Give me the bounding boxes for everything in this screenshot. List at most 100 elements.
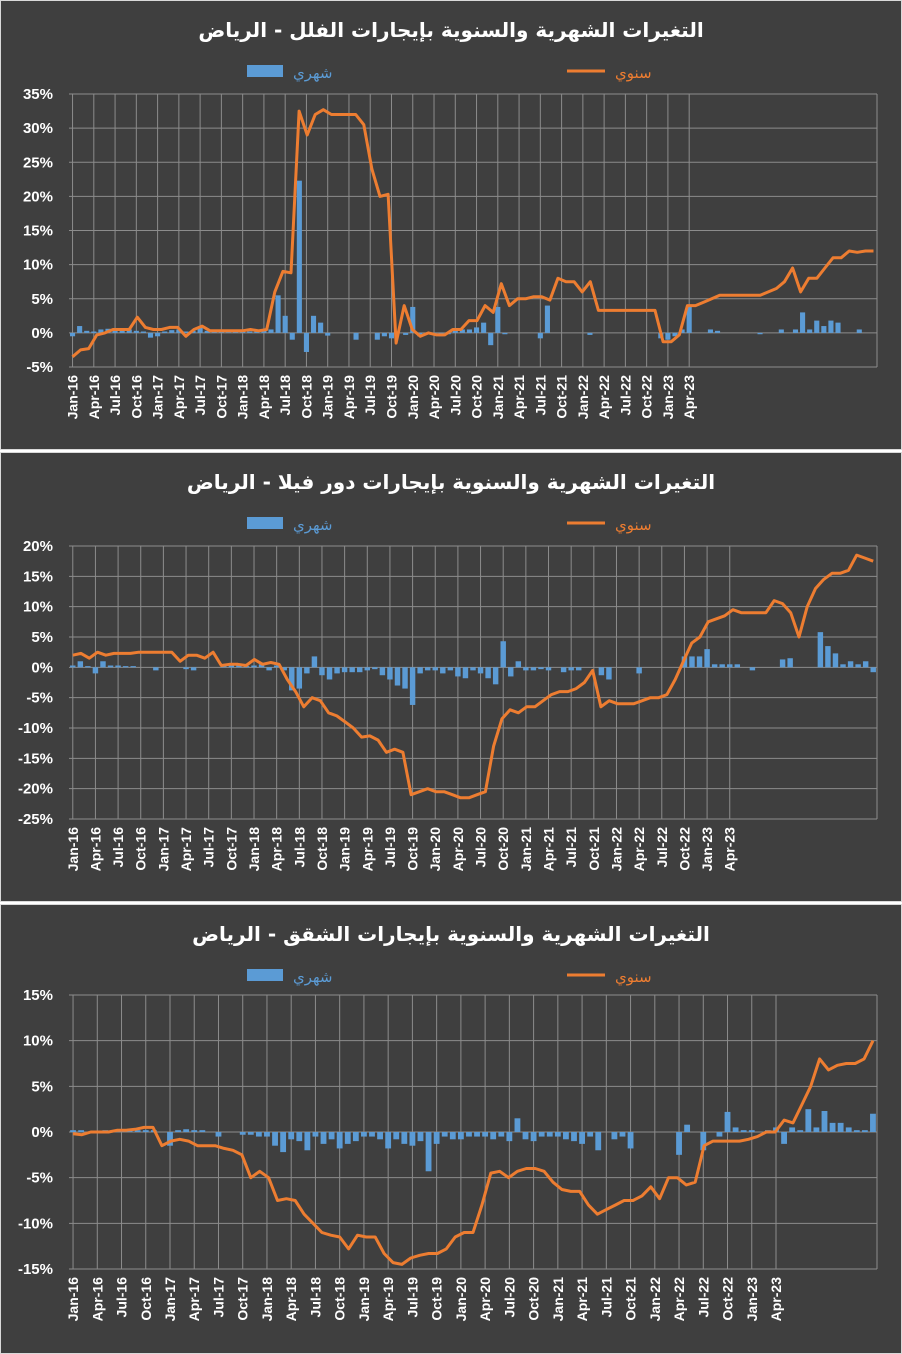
bar-monthly bbox=[797, 1130, 804, 1132]
x-tick-label: Jan-21 bbox=[550, 1277, 566, 1322]
bar-monthly bbox=[142, 1130, 149, 1132]
bar-monthly bbox=[255, 1132, 262, 1137]
bar-monthly bbox=[364, 667, 370, 671]
y-tick-label: 10% bbox=[23, 1033, 53, 1050]
bar-monthly bbox=[140, 331, 146, 333]
x-tick-label: Apr-20 bbox=[426, 375, 442, 420]
x-tick-label: Oct-21 bbox=[554, 375, 570, 419]
bar-monthly bbox=[387, 667, 393, 680]
x-tick-label: Jan-22 bbox=[647, 1277, 663, 1322]
x-tick-label: Jul-17 bbox=[192, 375, 208, 416]
bar-monthly bbox=[258, 664, 265, 668]
y-tick-label: -20% bbox=[18, 781, 53, 798]
bar-monthly bbox=[296, 180, 302, 333]
bar-monthly bbox=[821, 326, 827, 333]
x-tick-label: Jul-21 bbox=[563, 827, 579, 868]
bar-monthly bbox=[369, 1132, 375, 1137]
bar-monthly bbox=[77, 661, 84, 668]
x-tick-label: Apr-19 bbox=[380, 1277, 396, 1322]
chart-panel-villas: التغيرات الشهرية والسنوية بإيجارات الفلل… bbox=[0, 0, 902, 450]
x-tick-label: Jan-17 bbox=[150, 375, 166, 420]
bar-monthly bbox=[825, 646, 831, 668]
bar-monthly bbox=[672, 332, 678, 337]
y-tick-label: 20% bbox=[23, 188, 53, 205]
bar-monthly bbox=[134, 1130, 141, 1132]
bar-monthly bbox=[587, 1132, 594, 1137]
bar-monthly bbox=[546, 1132, 553, 1137]
bar-monthly bbox=[719, 664, 725, 668]
bar-monthly bbox=[805, 1109, 812, 1132]
legend-label-monthly: شهري bbox=[293, 64, 333, 83]
bar-monthly bbox=[807, 329, 813, 333]
bar-monthly bbox=[296, 667, 303, 689]
legend-label-yearly: سنوي bbox=[615, 516, 652, 535]
bar-monthly bbox=[221, 666, 227, 668]
bar-monthly bbox=[361, 1132, 367, 1137]
bar-monthly bbox=[349, 667, 355, 673]
bar-monthly bbox=[587, 332, 593, 335]
x-tick-label: Jul-16 bbox=[110, 827, 126, 868]
bar-monthly bbox=[781, 1132, 787, 1144]
bar-monthly bbox=[686, 306, 692, 333]
x-tick-label: Jan-20 bbox=[405, 375, 421, 420]
x-tick-label: Apr-19 bbox=[359, 827, 375, 872]
chart-apartments: التغيرات الشهرية والسنوية بإيجارات الشقق… bbox=[18, 922, 878, 1322]
x-tick-label: Jul-16 bbox=[114, 1277, 130, 1318]
bar-monthly bbox=[272, 1132, 278, 1146]
bar-monthly bbox=[133, 330, 139, 333]
bar-monthly bbox=[320, 1132, 327, 1144]
x-tick-label: Jul-18 bbox=[307, 1277, 323, 1318]
bar-monthly bbox=[792, 329, 799, 333]
bar-monthly bbox=[409, 1132, 416, 1146]
bar-monthly bbox=[619, 1132, 626, 1137]
bar-monthly bbox=[447, 667, 454, 671]
bar-monthly bbox=[508, 667, 514, 677]
bar-monthly bbox=[441, 1132, 448, 1137]
bar-monthly bbox=[870, 1113, 876, 1132]
x-tick-label: Oct-21 bbox=[586, 827, 602, 871]
x-tick-label: Oct-20 bbox=[495, 827, 511, 871]
x-tick-label: Jul-20 bbox=[501, 1277, 517, 1318]
bar-monthly bbox=[251, 665, 257, 668]
bar-monthly bbox=[477, 667, 484, 674]
bar-monthly bbox=[813, 1127, 820, 1132]
bar-monthly bbox=[334, 667, 340, 674]
bar-monthly bbox=[734, 664, 741, 668]
x-tick-label: Jan-18 bbox=[235, 375, 251, 420]
x-tick-label: Oct-22 bbox=[676, 827, 692, 871]
y-tick-label: 5% bbox=[31, 629, 53, 646]
bar-monthly bbox=[92, 667, 99, 674]
y-tick-label: 35% bbox=[23, 86, 53, 103]
bar-monthly bbox=[488, 332, 494, 346]
bar-monthly bbox=[457, 1132, 464, 1140]
x-tick-label: Apr-17 bbox=[171, 375, 187, 420]
bar-monthly bbox=[459, 329, 465, 333]
y-tick-label: 15% bbox=[23, 568, 53, 585]
x-tick-label: Oct-18 bbox=[298, 375, 314, 419]
bar-monthly bbox=[696, 656, 703, 668]
bar-monthly bbox=[372, 667, 378, 670]
y-tick-label: 5% bbox=[31, 1078, 53, 1095]
x-tick-label: Jul-19 bbox=[404, 1277, 420, 1318]
y-tick-label: -25% bbox=[18, 811, 53, 828]
x-tick-label: Apr-18 bbox=[269, 827, 285, 872]
bar-monthly bbox=[560, 667, 567, 673]
bar-monthly bbox=[828, 320, 834, 333]
x-tick-label: Apr-23 bbox=[722, 827, 738, 872]
bar-monthly bbox=[502, 332, 508, 335]
y-tick-label: -5% bbox=[26, 359, 53, 376]
y-tick-label: 15% bbox=[23, 223, 53, 240]
bar-monthly bbox=[870, 667, 876, 673]
legend-label-yearly: سنوي bbox=[615, 64, 652, 83]
bar-monthly bbox=[176, 329, 182, 333]
x-tick-label: Apr-21 bbox=[574, 1277, 590, 1322]
bar-monthly bbox=[385, 1132, 392, 1149]
bar-monthly bbox=[554, 1132, 561, 1137]
x-tick-label: Apr-16 bbox=[87, 827, 103, 872]
bar-monthly bbox=[328, 1132, 335, 1140]
x-tick-label: Jul-17 bbox=[210, 1277, 226, 1318]
x-tick-label: Apr-22 bbox=[596, 375, 612, 420]
bar-monthly bbox=[282, 315, 288, 333]
bar-monthly bbox=[122, 666, 129, 668]
bar-monthly bbox=[700, 1132, 707, 1151]
